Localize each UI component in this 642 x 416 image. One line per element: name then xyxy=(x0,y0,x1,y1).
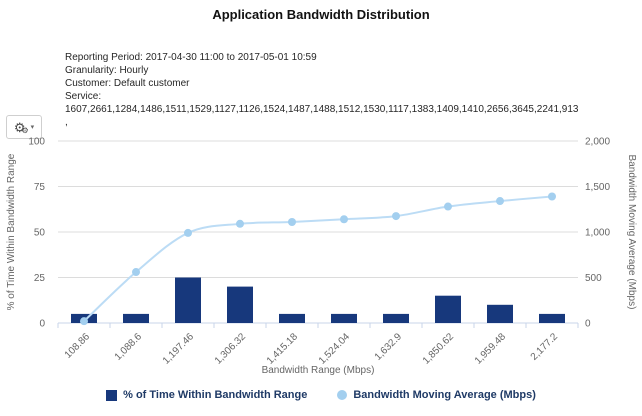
y-tick-label-left: 0 xyxy=(39,319,45,330)
y-axis-right-labels: 0 500 1,000 1,500 2,000 xyxy=(585,137,610,330)
gear-small-icon: ⚙ xyxy=(21,126,29,135)
y-tick-label-left: 50 xyxy=(34,228,46,239)
y-axis-left-title: % of Time Within Bandwidth Range xyxy=(6,153,17,310)
y-tick-label-left: 100 xyxy=(28,137,45,148)
bar[interactable] xyxy=(175,277,201,324)
line-marker[interactable] xyxy=(340,215,348,224)
bar-series-swatch xyxy=(106,389,118,401)
bar[interactable] xyxy=(123,313,149,323)
report-meta: Reporting Period: 2017-04-30 11:00 to 20… xyxy=(65,51,605,129)
x-tick-label: 1,197.46 xyxy=(161,331,197,367)
x-axis-labels: 108.86 1,088.6 1,197.46 1,306.32 1,415.18 1,5… xyxy=(63,331,561,367)
legend-item-line-series[interactable]: Bandwidth Moving Average (Mbps) xyxy=(337,389,536,401)
service-values: 1607,2661,1284,1486,1511,1529,1127,1126,… xyxy=(65,104,579,115)
x-tick-label: 1,415.18 xyxy=(265,331,301,367)
legend-label: Bandwidth Moving Average (Mbps) xyxy=(353,389,536,401)
line-marker[interactable] xyxy=(496,197,504,206)
y-tick-label-right: 0 xyxy=(585,319,591,330)
line-marker[interactable] xyxy=(392,212,400,221)
line-marker[interactable] xyxy=(80,317,88,326)
bar[interactable] xyxy=(279,313,305,323)
bar-series xyxy=(71,277,565,324)
y-tick-label-left: 25 xyxy=(34,273,46,284)
gridlines xyxy=(58,140,578,278)
bar[interactable] xyxy=(383,313,409,323)
legend-label: % of Time Within Bandwidth Range xyxy=(123,389,308,401)
x-tick-label: 108.86 xyxy=(63,331,93,361)
line-series-swatch xyxy=(337,390,348,400)
export-menu-button[interactable]: ⚙ ⚙ ▾ xyxy=(6,115,42,139)
gear-icon: ⚙ xyxy=(13,119,26,135)
y-tick-label-right: 1,000 xyxy=(585,228,610,239)
bandwidth-distribution-chart: 0 25 50 75 100 0 500 1,000 1,500 2,000 108.86 1,088… xyxy=(6,137,637,377)
x-axis-title: Bandwidth Range (Mbps) xyxy=(262,365,375,376)
bar[interactable] xyxy=(331,313,357,323)
granularity: Granularity: Hourly xyxy=(65,65,149,76)
y-axis-right-title: Bandwidth Moving Average (Mbps) xyxy=(626,155,637,310)
chart-title: Application Bandwidth Distribution xyxy=(212,7,430,22)
y-tick-label-right: 2,000 xyxy=(585,137,610,148)
bar[interactable] xyxy=(487,304,513,323)
bar[interactable] xyxy=(435,295,461,323)
moving-average-line xyxy=(83,195,553,322)
service-label: Service: xyxy=(65,91,102,102)
x-axis xyxy=(57,322,579,328)
x-tick-label: 1,850.62 xyxy=(421,331,457,367)
bar[interactable] xyxy=(227,286,253,323)
line-marker[interactable] xyxy=(184,228,192,237)
y-tick-label-left: 75 xyxy=(34,182,46,193)
y-tick-label-right: 500 xyxy=(585,273,602,284)
line-marker[interactable] xyxy=(288,217,296,226)
line-marker[interactable] xyxy=(236,219,244,228)
y-tick-label-right: 1,500 xyxy=(585,182,610,193)
bar[interactable] xyxy=(539,313,565,323)
reporting-period: Reporting Period: 2017-04-30 11:00 to 20… xyxy=(65,52,317,63)
legend-item-bar-series[interactable]: % of Time Within Bandwidth Range xyxy=(106,389,307,401)
x-tick-label: 2,177.2 xyxy=(529,331,561,363)
line-marker[interactable] xyxy=(132,268,140,277)
line-marker[interactable] xyxy=(444,202,452,211)
x-tick-label: 1,306.32 xyxy=(213,331,249,367)
x-tick-label: 1,959.48 xyxy=(473,331,509,367)
customer: Customer: Default customer xyxy=(65,78,190,89)
x-tick-label: 1,088.6 xyxy=(113,331,145,363)
service-trailing-comma: , xyxy=(65,117,68,128)
y-axis-left-labels: 0 25 50 75 100 xyxy=(28,137,45,330)
chevron-down-icon: ▾ xyxy=(30,124,35,131)
line-series xyxy=(80,192,556,326)
x-tick-label: 1,632.9 xyxy=(373,331,405,363)
chart-legend: % of Time Within Bandwidth Range Bandwid… xyxy=(0,389,642,401)
line-marker[interactable] xyxy=(548,192,556,201)
x-tick-label: 1,524.04 xyxy=(317,331,353,367)
